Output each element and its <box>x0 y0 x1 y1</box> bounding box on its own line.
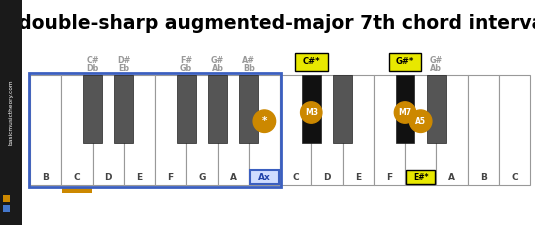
Text: A5: A5 <box>415 117 426 126</box>
Bar <box>499 75 530 185</box>
Text: B: B <box>480 173 486 182</box>
Text: A-double-sharp augmented-major 7th chord intervals: A-double-sharp augmented-major 7th chord… <box>0 14 535 33</box>
Bar <box>29 73 281 187</box>
Bar <box>0 0 22 225</box>
Text: A: A <box>448 173 455 182</box>
Bar <box>239 75 258 143</box>
Text: Ax: Ax <box>258 173 271 182</box>
Text: *: * <box>262 116 267 126</box>
Text: E#*: E#* <box>413 173 429 182</box>
Bar <box>208 75 227 143</box>
Bar <box>405 75 436 185</box>
Text: E: E <box>355 173 361 182</box>
Bar <box>249 75 280 185</box>
Bar <box>218 75 249 185</box>
Text: C: C <box>74 173 80 182</box>
Bar <box>83 75 102 143</box>
Text: C: C <box>511 173 518 182</box>
Bar <box>388 53 422 71</box>
Text: G: G <box>198 173 205 182</box>
Bar <box>468 75 499 185</box>
Text: Gb: Gb <box>180 64 193 73</box>
Bar <box>155 75 186 185</box>
Bar <box>436 75 468 185</box>
Bar <box>395 75 415 143</box>
Text: F: F <box>167 173 174 182</box>
Text: F#: F# <box>180 56 192 65</box>
Circle shape <box>301 102 322 123</box>
Text: Eb: Eb <box>118 64 129 73</box>
Circle shape <box>409 110 432 133</box>
Text: D: D <box>104 173 112 182</box>
Text: F: F <box>386 173 393 182</box>
Bar <box>427 75 446 143</box>
Text: Bb: Bb <box>243 64 255 73</box>
Text: B: B <box>42 173 49 182</box>
Circle shape <box>253 110 276 133</box>
Bar <box>62 187 91 193</box>
Text: Ab: Ab <box>430 64 442 73</box>
Text: C#*: C#* <box>302 58 320 67</box>
Text: E: E <box>136 173 142 182</box>
Bar <box>114 75 133 143</box>
Text: Ab: Ab <box>211 64 224 73</box>
Bar <box>374 75 405 185</box>
Text: A: A <box>230 173 236 182</box>
Bar <box>186 75 218 185</box>
Bar <box>342 75 374 185</box>
Bar <box>311 75 342 185</box>
Bar <box>124 75 155 185</box>
Bar <box>177 75 196 143</box>
Text: M7: M7 <box>399 108 411 117</box>
Bar <box>302 75 320 143</box>
Text: C: C <box>292 173 299 182</box>
Text: Db: Db <box>86 64 98 73</box>
Bar <box>30 75 61 185</box>
Bar <box>295 53 327 71</box>
Text: M3: M3 <box>305 108 318 117</box>
Text: A#: A# <box>242 56 255 65</box>
Bar <box>250 170 279 184</box>
Bar <box>3 205 10 212</box>
Circle shape <box>394 102 416 123</box>
Bar <box>93 75 124 185</box>
Text: G#*: G#* <box>396 58 414 67</box>
Text: G#: G# <box>430 56 443 65</box>
Text: C#: C# <box>86 56 99 65</box>
Bar <box>333 75 352 143</box>
Text: basicmusictheory.com: basicmusictheory.com <box>9 80 13 145</box>
Text: G#: G# <box>211 56 224 65</box>
Bar <box>406 170 435 184</box>
Bar <box>61 75 93 185</box>
Bar <box>280 75 311 185</box>
Bar <box>3 195 10 202</box>
Text: D: D <box>323 173 331 182</box>
Text: D#: D# <box>117 56 131 65</box>
